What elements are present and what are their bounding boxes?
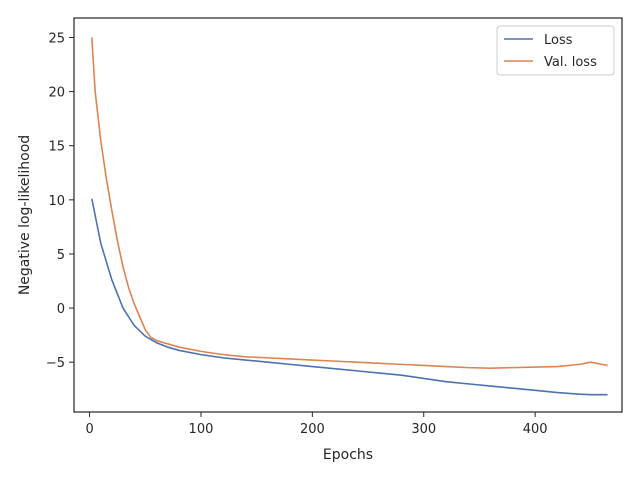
y-axis: −5 0 5 10 15 20 25	[46, 31, 74, 371]
legend: Loss Val. loss	[496, 25, 615, 76]
x-tick-label: 100	[189, 422, 214, 437]
y-tick-label: 5	[57, 248, 65, 263]
x-tick-label: 0	[85, 422, 93, 437]
x-axis-label: Epochs	[323, 447, 373, 463]
series-layer	[91, 37, 608, 396]
y-tick-label: 20	[48, 86, 65, 101]
y-tick-label: 25	[48, 31, 65, 46]
plot-frame	[73, 17, 623, 413]
series-line-loss	[91, 198, 608, 396]
x-tick-label: 200	[300, 422, 325, 437]
y-tick-label: 15	[48, 140, 65, 155]
legend-label-val-loss: Val. loss	[544, 55, 597, 70]
x-tick-label: 300	[411, 422, 436, 437]
y-tick-label: 0	[57, 302, 65, 317]
x-tick-label: 400	[523, 422, 548, 437]
series-line-val-loss	[91, 37, 608, 369]
x-axis: 0 100 200 300 400	[85, 412, 548, 437]
y-axis-label: Negative log-likelihood	[17, 135, 33, 295]
y-tick-label: −5	[46, 356, 65, 371]
y-tick-label: 10	[48, 194, 65, 209]
legend-label-loss: Loss	[544, 33, 573, 48]
